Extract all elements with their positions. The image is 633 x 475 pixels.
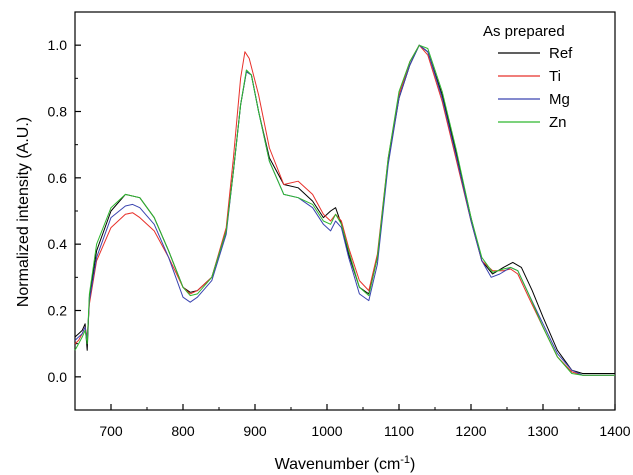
legend-label-mg: Mg bbox=[549, 91, 570, 108]
x-tick-label: 900 bbox=[243, 423, 267, 439]
legend-label-zn: Zn bbox=[549, 114, 567, 131]
series-line-zn bbox=[74, 44, 615, 376]
y-tick-label: 0.2 bbox=[48, 303, 68, 319]
plot-frame bbox=[74, 11, 616, 411]
y-tick-label: 0.8 bbox=[48, 104, 68, 120]
x-axis-label-main: Wavenumber (cm bbox=[275, 456, 401, 473]
series-line-ti bbox=[74, 44, 615, 376]
plot-border bbox=[74, 11, 616, 411]
y-tick-label: 1.0 bbox=[48, 37, 68, 53]
legend-label-ref: Ref bbox=[549, 45, 573, 62]
x-axis-ticks: 700 800 900 1000 1100 1200 1300 1400 bbox=[74, 404, 631, 439]
series-line-ref bbox=[74, 44, 615, 374]
y-tick-label: 0.4 bbox=[48, 236, 68, 252]
x-tick-label: 800 bbox=[171, 423, 195, 439]
x-axis-label-tail: ) bbox=[410, 456, 415, 473]
legend-title: As prepared bbox=[483, 23, 565, 40]
legend: As prepared Ref Ti Mg Zn bbox=[483, 23, 573, 131]
x-axis-label-superscript: -1 bbox=[400, 454, 410, 466]
y-axis-ticks: 0.0 0.2 0.4 0.6 0.8 1.0 bbox=[48, 11, 81, 411]
x-tick-label: 1200 bbox=[455, 423, 486, 439]
x-tick-label: 1300 bbox=[527, 423, 558, 439]
series-line-mg bbox=[74, 44, 615, 376]
y-tick-label: 0.0 bbox=[48, 369, 68, 385]
legend-label-ti: Ti bbox=[549, 68, 561, 85]
x-tick-label: 700 bbox=[99, 423, 123, 439]
x-axis-label: Wavenumber (cm-1) bbox=[275, 454, 416, 473]
x-tick-label: 1400 bbox=[599, 423, 630, 439]
series-layer bbox=[74, 44, 615, 376]
x-tick-label: 1100 bbox=[384, 423, 414, 439]
y-tick-label: 0.6 bbox=[48, 170, 68, 186]
x-tick-label: 1000 bbox=[311, 423, 342, 439]
y-axis-label: Normalized intensity (A.U.) bbox=[15, 117, 32, 307]
